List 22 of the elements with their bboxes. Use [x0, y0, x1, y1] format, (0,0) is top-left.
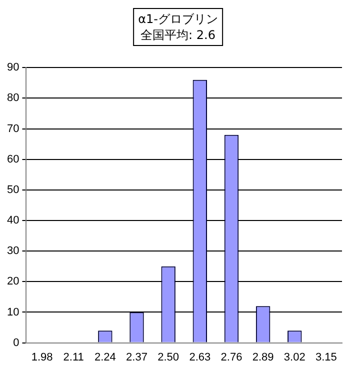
- y-tick-label: 10: [6, 306, 20, 318]
- y-tick-label: 40: [6, 214, 20, 227]
- y-tick-label: 70: [6, 122, 20, 135]
- y-tick-label: 90: [6, 62, 20, 74]
- x-tick-label: 3.02: [284, 351, 306, 364]
- x-tick-label: 2.50: [158, 351, 180, 364]
- x-tick-label: 3.15: [316, 351, 337, 364]
- y-tick-label: 80: [6, 92, 20, 104]
- x-tick-label: 2.11: [63, 351, 84, 364]
- y-tick-label: 60: [6, 153, 20, 166]
- y-tick-label: 0: [13, 336, 20, 349]
- x-tick-label: 1.98: [31, 351, 53, 364]
- chart-subtitle: 全国平均: 2.6: [140, 27, 216, 43]
- x-tick-label: 2.76: [220, 351, 242, 364]
- chart-title: α1-グロブリン: [138, 11, 218, 27]
- x-tick-label: 2.37: [126, 351, 148, 364]
- x-tick-label: 2.24: [94, 351, 116, 364]
- x-tick-label: 2.89: [252, 351, 274, 364]
- x-tick-label: 2.63: [189, 351, 211, 364]
- y-tick-label: 30: [6, 245, 20, 258]
- y-tick-label: 20: [6, 276, 20, 288]
- y-tick-label: 50: [6, 184, 20, 196]
